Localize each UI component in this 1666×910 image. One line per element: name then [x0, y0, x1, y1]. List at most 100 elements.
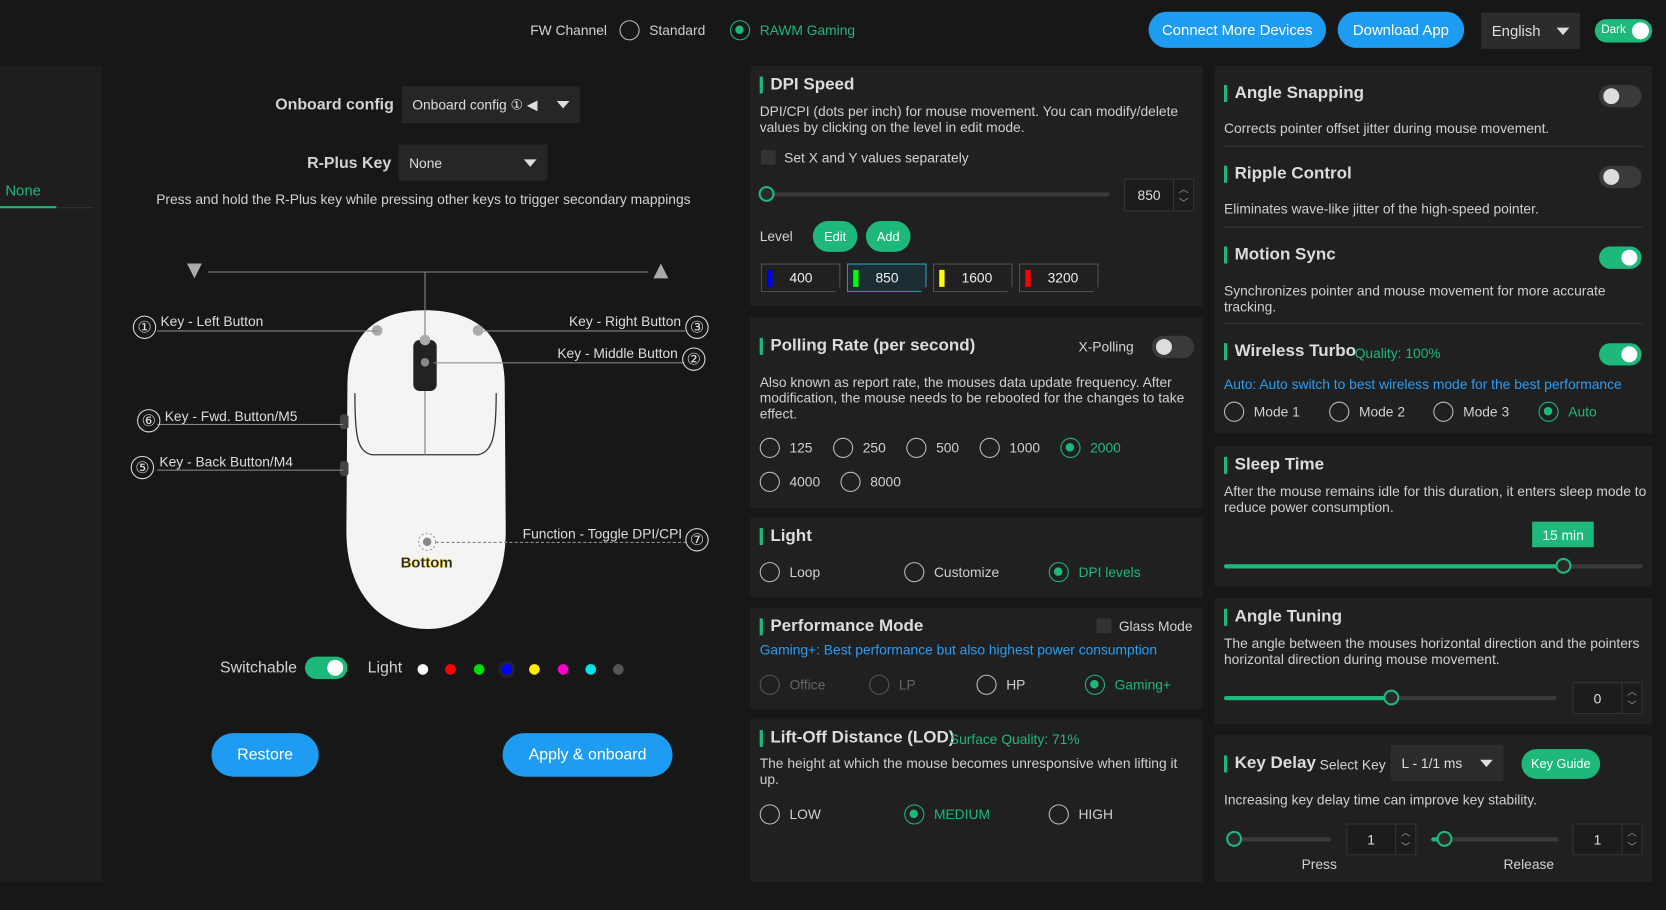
radio-icon [869, 674, 890, 695]
release-input[interactable]: 1 ︿ ﹀ [1572, 823, 1643, 856]
lod-radio-medium[interactable]: MEDIUM [904, 804, 990, 825]
radio-icon [833, 437, 854, 458]
dpi-slider[interactable] [758, 185, 1110, 202]
key-right-button[interactable]: Key - Right Button [568, 313, 682, 330]
polling-radio-2000[interactable]: 2000 [1060, 437, 1121, 458]
press-slider[interactable] [1226, 830, 1332, 847]
slider-knob[interactable] [1436, 830, 1453, 847]
light-radio-dpilevels[interactable]: DPI levels [1048, 562, 1141, 583]
key-fwd-button[interactable]: Key - Fwd. Button/M5 [164, 408, 298, 424]
motion-sync-toggle[interactable] [1599, 246, 1642, 269]
polling-radio-125[interactable]: 125 [759, 437, 812, 458]
sidebar-tab-none[interactable]: None [5, 181, 41, 199]
restore-button[interactable]: Restore [211, 733, 319, 777]
switchable-label: Switchable [219, 658, 298, 677]
release-slider[interactable] [1431, 830, 1559, 847]
slider-knob[interactable] [758, 185, 775, 202]
sleep-slider[interactable] [1224, 557, 1643, 574]
light-color-dot[interactable] [585, 664, 596, 675]
stepper-icon[interactable]: ︿ ﹀ [1621, 683, 1641, 713]
press-input[interactable]: 1 ︿ ﹀ [1346, 823, 1417, 856]
light-color-dot[interactable] [417, 664, 429, 675]
perf-radio-gaming[interactable]: Gaming+ [1084, 674, 1171, 695]
polling-radio-8000[interactable]: 8000 [840, 471, 901, 492]
dpi-level-400[interactable]: 400 [760, 263, 841, 293]
slider-knob[interactable] [1226, 830, 1243, 847]
lod-radio-high[interactable]: HIGH [1048, 804, 1113, 825]
add-button[interactable]: Add [865, 221, 911, 252]
light-radio-customize[interactable]: Customize [904, 562, 999, 583]
connect-devices-button[interactable]: Connect More Devices [1148, 11, 1326, 48]
polling-radio-4000[interactable]: 4000 [759, 471, 820, 492]
light-radio-loop[interactable]: Loop [759, 562, 820, 583]
wireless-turbo-title: Wireless Turbo [1224, 343, 1356, 361]
apply-onboard-button[interactable]: Apply & onboard [502, 733, 673, 777]
radio-icon [1433, 401, 1454, 422]
lod-radio-low[interactable]: LOW [759, 804, 821, 825]
dpi-level-1600[interactable]: 1600 [932, 263, 1013, 293]
perf-radio-hp[interactable]: HP [976, 674, 1025, 695]
fw-standard-radio[interactable]: Standard [619, 20, 705, 41]
slider-knob[interactable] [1382, 689, 1399, 706]
key-left-button[interactable]: Key - Left Button [160, 313, 264, 330]
radio-icon [979, 437, 1000, 458]
light-color-dot[interactable] [529, 664, 540, 675]
theme-toggle[interactable]: Dark [1594, 19, 1653, 43]
light-color-dot[interactable] [473, 664, 485, 675]
ripple-title: Ripple Control [1224, 165, 1352, 183]
key-back-button[interactable]: Key - Back Button/M4 [159, 453, 293, 470]
angle-tuning-slider[interactable] [1224, 689, 1557, 706]
stepper-icon[interactable]: ︿ ﹀ [1173, 179, 1193, 211]
dpi-level-3200[interactable]: 3200 [1018, 263, 1099, 293]
rplus-key-select[interactable]: None [398, 144, 548, 181]
polling-radio-250[interactable]: 250 [833, 437, 886, 458]
wireless-radio-mode1[interactable]: Mode 1 [1224, 401, 1300, 422]
polling-radio-1000[interactable]: 1000 [979, 437, 1040, 458]
stepper-icon[interactable]: ︿ ﹀ [1621, 824, 1641, 855]
light-color-dot[interactable] [501, 664, 513, 675]
fw-rawm-radio[interactable]: RAWM Gaming [729, 20, 856, 41]
level-color-swatch [939, 269, 945, 287]
press-label: Press [1301, 856, 1337, 873]
radio-label: DPI levels [1078, 564, 1141, 581]
ripple-toggle[interactable] [1599, 165, 1642, 189]
key-middle-button[interactable]: Key - Middle Button [557, 345, 678, 362]
glass-mode-checkbox[interactable] [1096, 618, 1112, 634]
dpi-input[interactable]: 850 ︿ ﹀ [1124, 178, 1195, 212]
key-guide-button[interactable]: Key Guide [1521, 749, 1601, 779]
xpolling-toggle[interactable] [1151, 335, 1195, 359]
function-toggle-dpi[interactable]: Function - Toggle DPI/CPI [522, 525, 683, 542]
language-select[interactable]: English [1481, 12, 1580, 49]
light-color-dot[interactable] [445, 664, 457, 675]
level-value: 1600 [961, 269, 993, 286]
light-color-dot[interactable] [613, 664, 624, 675]
angle-tuning-title: Angle Tuning [1224, 608, 1342, 626]
slider-knob[interactable] [1555, 557, 1572, 574]
sleep-title: Sleep Time [1224, 456, 1324, 474]
onboard-config-select[interactable]: Onboard config ① ◀ [401, 86, 581, 124]
angle-input[interactable]: 0 ︿ ﹀ [1572, 682, 1643, 714]
edit-button[interactable]: Edit [812, 221, 858, 252]
light-color-dot[interactable] [557, 664, 568, 675]
perf-radio-lp[interactable]: LP [869, 674, 916, 695]
select-key-dropdown[interactable]: L - 1/1 ms [1390, 744, 1504, 781]
select-value: None [409, 154, 443, 171]
download-app-button[interactable]: Download App [1337, 11, 1465, 48]
mouse-body [346, 310, 506, 629]
angle-snapping-toggle[interactable] [1599, 85, 1642, 108]
wireless-desc: Auto: Auto switch to best wireless mode … [1224, 376, 1622, 393]
wireless-radio-mode2[interactable]: Mode 2 [1329, 401, 1405, 422]
switchable-toggle[interactable] [304, 656, 348, 679]
wireless-radio-mode3[interactable]: Mode 3 [1433, 401, 1509, 422]
motion-sync-desc: Synchronizes pointer and mouse movement … [1224, 282, 1606, 315]
polling-radio-500[interactable]: 500 [906, 437, 959, 458]
radio-label: RAWM Gaming [759, 22, 856, 39]
perf-radio-office[interactable]: Office [759, 674, 825, 695]
radio-label: 8000 [870, 473, 901, 490]
glass-mode-label: Glass Mode [1118, 618, 1193, 635]
xy-checkbox[interactable] [760, 149, 776, 165]
dpi-level-850[interactable]: 850 [846, 263, 927, 293]
wireless-turbo-toggle[interactable] [1599, 343, 1642, 366]
stepper-icon[interactable]: ︿ ﹀ [1395, 824, 1415, 855]
wireless-radio-auto[interactable]: Auto [1538, 401, 1597, 422]
